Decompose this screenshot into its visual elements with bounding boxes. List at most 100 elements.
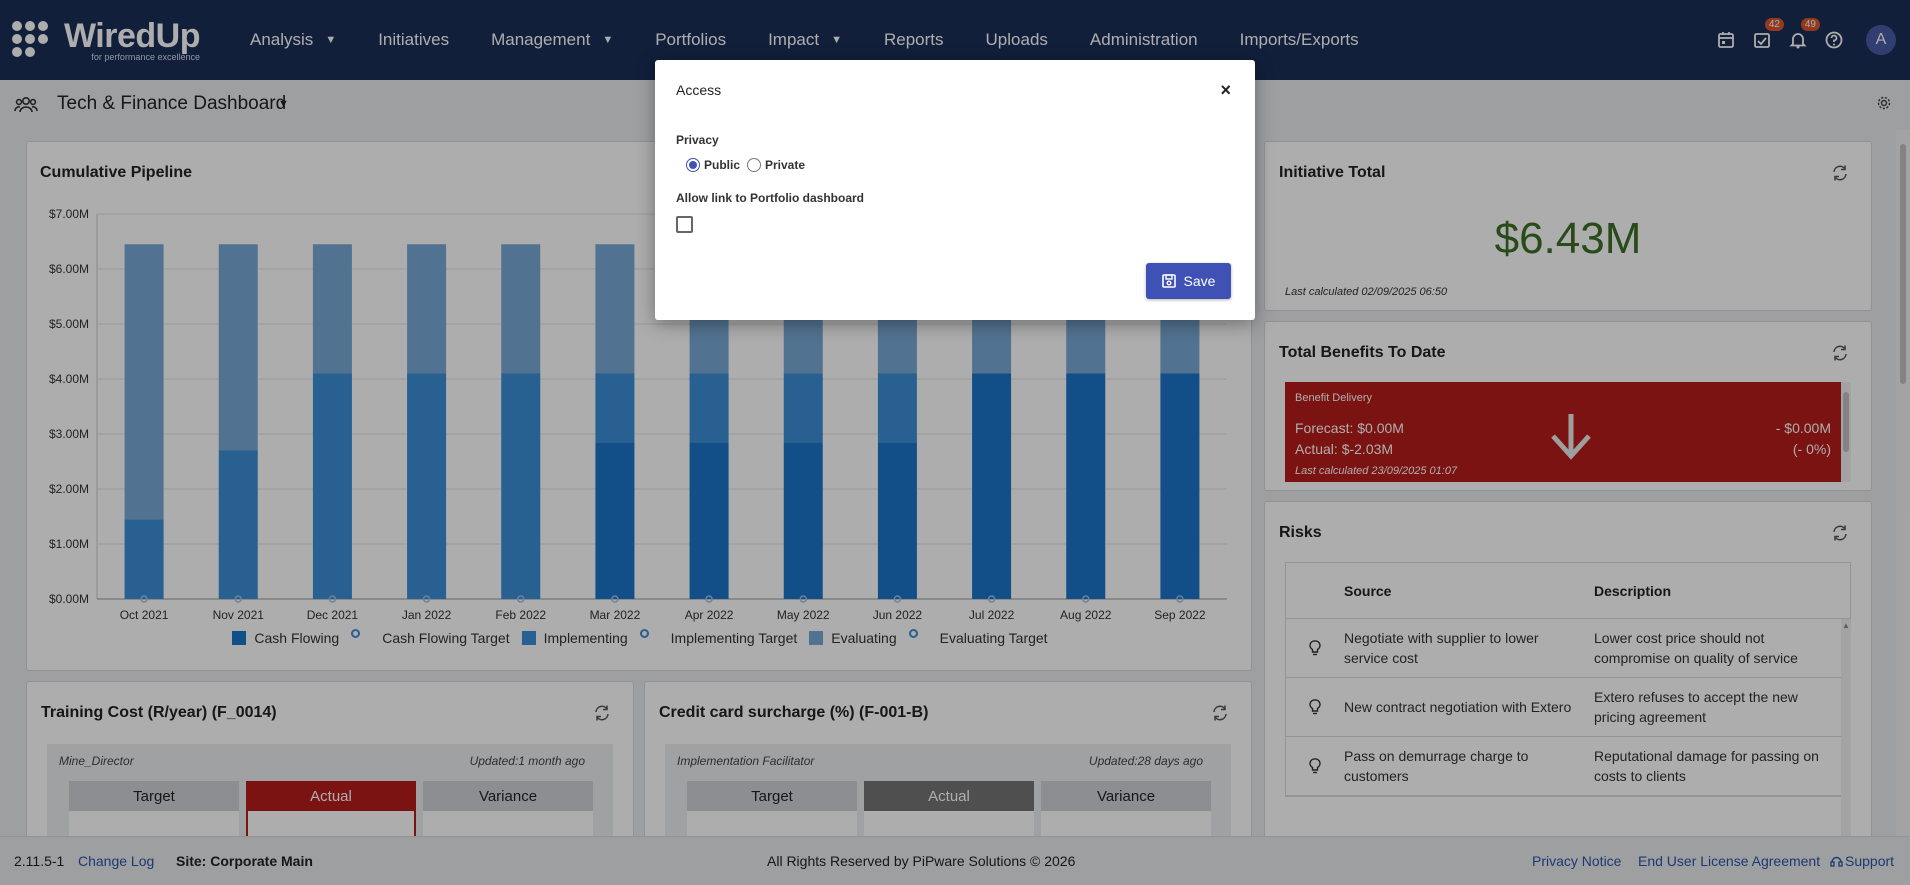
y-tick-label: $7.00M (49, 207, 89, 221)
caret-down-icon: ▼ (602, 34, 614, 46)
legend-item[interactable]: Implementing (521, 630, 628, 646)
bell-icon[interactable]: 49 (1788, 18, 1820, 50)
save-button[interactable]: Save (1146, 263, 1231, 299)
support-link[interactable]: Support (1830, 853, 1894, 869)
bar-implementing (501, 373, 541, 599)
nav-uploads[interactable]: Uploads (985, 30, 1048, 49)
radio-private-label: Private (765, 158, 806, 172)
nav-imports-exports[interactable]: Imports/Exports (1239, 30, 1359, 49)
kpi-actual-header: Actual (864, 781, 1034, 811)
nav-analysis[interactable]: Analysis ▼ (250, 30, 337, 49)
kpi-actual-cell (864, 811, 1034, 840)
risks-table-header: Source Description (1286, 563, 1850, 619)
kpi-updated: Updated:1 month ago (469, 754, 585, 768)
x-tick-label: Sep 2022 (1154, 608, 1206, 622)
logo-name: WiredUp (64, 17, 200, 55)
y-tick-label: $6.00M (49, 262, 89, 276)
table-row[interactable]: Negotiate with supplier to lower service… (1286, 619, 1850, 678)
portfolio-link-label: Allow link to Portfolio dashboard (676, 191, 864, 205)
nav-administration[interactable]: Administration (1089, 30, 1198, 49)
refresh-icon[interactable] (1831, 344, 1849, 362)
bar-cash-flowing (972, 373, 1012, 599)
nav-reports[interactable]: Reports (884, 30, 944, 49)
bar-cash-flowing (1066, 373, 1106, 599)
kpi-variance-cell (1041, 811, 1211, 840)
legend-item[interactable]: Evaluating Target (908, 628, 1048, 646)
kpi-owner: Mine_Director (59, 754, 134, 768)
nav-initiatives[interactable]: Initiatives (378, 30, 450, 49)
header-source[interactable]: Source (1344, 582, 1392, 599)
logo-dots-icon (12, 17, 58, 63)
kpi-target-cell (687, 811, 857, 840)
arrow-down-icon (1549, 412, 1593, 465)
logo[interactable]: WiredUp for performance excellence (12, 14, 222, 66)
radio-private-button[interactable] (747, 158, 761, 172)
refresh-icon[interactable] (1211, 704, 1229, 722)
nav-portfolios[interactable]: Portfolios (655, 30, 727, 49)
dashboard-title[interactable]: Tech & Finance Dashboard (57, 93, 287, 114)
dashboard-dropdown-icon[interactable]: ▼ (278, 98, 289, 110)
bar-cash-flowing (783, 442, 823, 599)
legend-item[interactable]: Cash Flowing Target (351, 628, 510, 646)
initiative-total-value: $6.43M (1494, 214, 1642, 263)
credit-card-surcharge-card: Credit card surcharge (%) (F-001-B) Impl… (644, 681, 1252, 841)
change-log-link[interactable]: Change Log (78, 853, 155, 869)
calendar-icon[interactable] (1716, 30, 1736, 50)
benefits-scrollbar[interactable] (1841, 382, 1851, 482)
close-icon[interactable]: × (1220, 80, 1231, 100)
initiative-total-card: Initiative Total $6.43M Last calculated … (1264, 141, 1872, 311)
x-tick-label: Apr 2022 (685, 608, 734, 622)
y-tick-label: $1.00M (49, 537, 89, 551)
initiative-total-title: Initiative Total (1279, 164, 1386, 181)
radio-private[interactable]: Private (747, 158, 805, 172)
benefit-forecast: Forecast: $0.00M (1295, 420, 1404, 436)
legend-item[interactable]: Evaluating (809, 630, 897, 646)
eula-link[interactable]: End User License Agreement (1638, 853, 1821, 869)
nav-icons: 42 49 A (1716, 0, 1910, 80)
target-marker (705, 595, 713, 603)
lightbulb-icon (1286, 640, 1344, 656)
bar-evaluating (124, 244, 164, 520)
nav-management[interactable]: Management ▼ (491, 30, 614, 49)
nav-menu: Analysis ▼ Initiatives Management ▼ Portfo… (250, 0, 1401, 80)
help-icon[interactable] (1824, 30, 1844, 50)
tasks-icon[interactable]: 42 (1752, 18, 1784, 50)
header-description[interactable]: Description (1594, 582, 1672, 599)
page-scrollbar[interactable] (1896, 130, 1910, 836)
user-avatar[interactable]: A (1866, 25, 1896, 55)
bar-evaluating (218, 244, 258, 451)
refresh-icon[interactable] (1831, 164, 1849, 182)
legend-item[interactable]: Cash Flowing (232, 630, 339, 646)
target-marker (328, 595, 337, 603)
portfolio-link-checkbox[interactable] (676, 216, 693, 233)
bar-cash-flowing (877, 442, 917, 599)
bar-evaluating (595, 244, 635, 374)
pipeline-title: Cumulative Pipeline (40, 164, 193, 181)
bar-implementing (689, 373, 729, 443)
notifications-badge: 49 (1800, 18, 1820, 31)
risks-scrollbar[interactable]: ▲ (1841, 619, 1851, 839)
refresh-icon[interactable] (593, 704, 611, 722)
gear-icon[interactable] (1876, 95, 1892, 116)
y-tick-label: $2.00M (49, 482, 89, 496)
benefit-box-title: Benefit Delivery (1295, 392, 1373, 404)
risk-description: Reputational damage for passing on costs… (1594, 748, 1819, 784)
x-tick-label: Oct 2021 (120, 608, 169, 622)
caret-down-icon: ▼ (831, 34, 842, 46)
credit-title: Credit card surcharge (%) (F-001-B) (659, 704, 929, 721)
radio-public-button[interactable] (686, 158, 700, 172)
nav-impact[interactable]: Impact ▼ (768, 30, 842, 49)
modal-title: Access (676, 82, 722, 98)
privacy-link[interactable]: Privacy Notice (1532, 853, 1622, 869)
legend-item[interactable]: Implementing Target (639, 628, 797, 646)
bar-cash-flowing (1160, 373, 1200, 599)
table-row[interactable]: New contract negotiation with Extero Ext… (1286, 678, 1850, 737)
support-icon (1830, 856, 1843, 867)
bar-implementing (124, 519, 164, 599)
refresh-icon[interactable] (1831, 524, 1849, 542)
radio-public[interactable]: Public (686, 158, 740, 172)
logo-tagline: for performance excellence (91, 52, 200, 62)
target-marker (1176, 595, 1184, 603)
table-row[interactable]: Pass on demurrage charge to customers Re… (1286, 737, 1850, 796)
